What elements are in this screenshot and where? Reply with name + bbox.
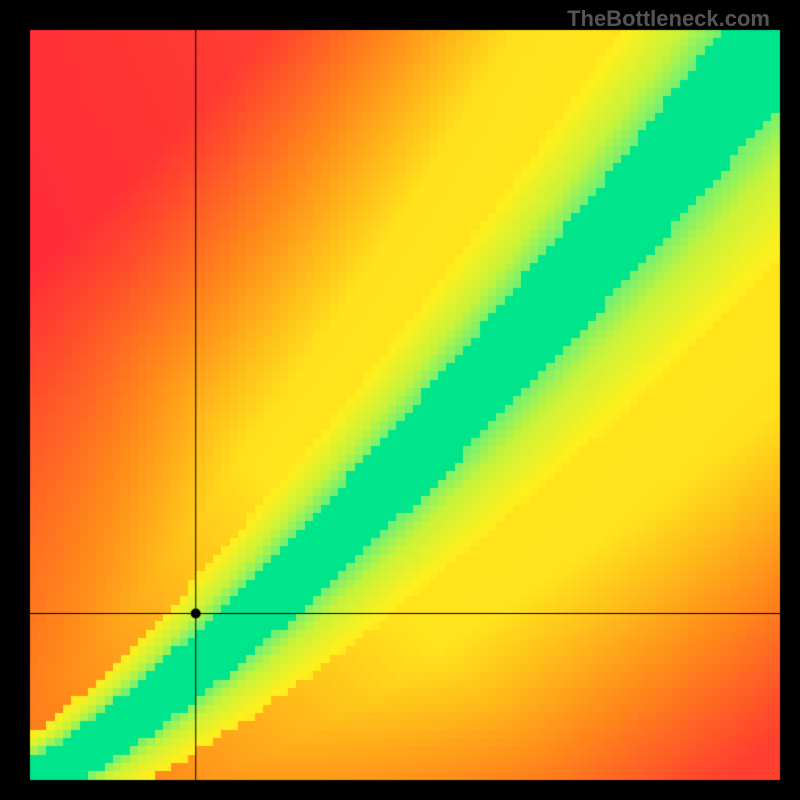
heatmap-canvas (0, 0, 800, 800)
bottleneck-heatmap-chart: { "watermark": { "text": "TheBottleneck.… (0, 0, 800, 800)
watermark-text: TheBottleneck.com (567, 6, 770, 32)
